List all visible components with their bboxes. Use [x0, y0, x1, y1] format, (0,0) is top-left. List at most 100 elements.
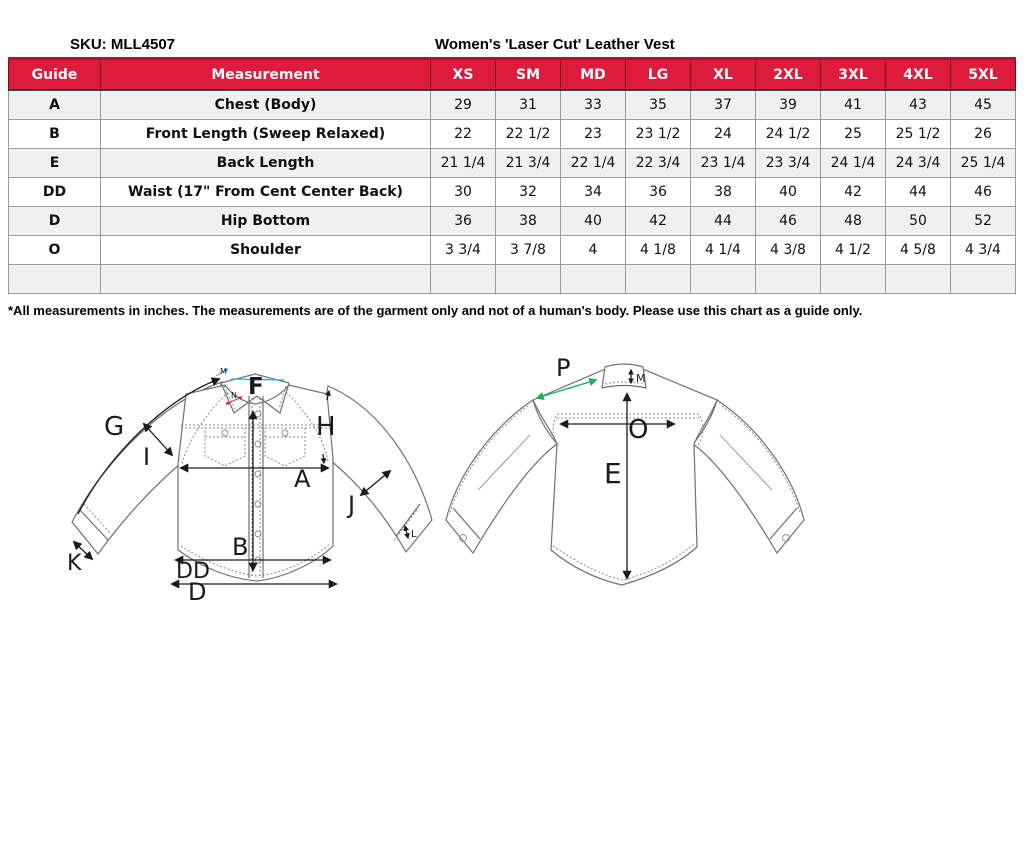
label-n: N: [231, 391, 237, 400]
product-title: Women's 'Laser Cut' Leather Vest: [435, 36, 675, 53]
back-hem-stitching: [552, 543, 695, 581]
table-row: O Shoulder 3 3/4 3 7/8 4 4 1/8 4 1/4 4 3/8 4 1/2…: [8, 235, 1016, 265]
label-d: D: [188, 578, 206, 606]
label-a: A: [294, 465, 311, 493]
measure-J-arrow: [359, 469, 392, 497]
column-header: XS: [430, 57, 496, 91]
size-value-cell: 22: [430, 119, 496, 149]
size-value-cell: 42: [820, 177, 886, 207]
column-header: LG: [625, 57, 691, 91]
size-value-cell: [820, 264, 886, 294]
measurement-cell: Back Length: [100, 148, 431, 178]
table-row: DD Waist (17" From Cent Center Back) 30 32 3…: [8, 177, 1016, 207]
column-header: 2XL: [755, 57, 821, 91]
size-value-cell: 3 7/8: [495, 235, 561, 265]
size-table-head-row: Guide Measurement XS SM MD LG XL 2XL 3XL 4XL 5XL: [8, 57, 1016, 91]
table-row: E Back Length 21 1/4 21 3/4 22 1/4 22 3/4 23 1…: [8, 148, 1016, 178]
size-value-cell: 46: [755, 206, 821, 236]
size-value-cell: [560, 264, 626, 294]
front-left-armhole: [181, 391, 229, 465]
size-value-cell: 38: [495, 206, 561, 236]
size-value-cell: 39: [755, 89, 821, 120]
table-row: [8, 264, 1016, 294]
column-header: SM: [495, 57, 561, 91]
size-value-cell: 23 1/4: [690, 148, 756, 178]
label-p: P: [556, 354, 570, 382]
chest-pockets: [204, 427, 306, 467]
label-i: I: [143, 443, 150, 471]
column-header: 3XL: [820, 57, 886, 91]
size-value-cell: [430, 264, 496, 294]
size-value-cell: 44: [885, 177, 951, 207]
size-value-cell: [495, 264, 561, 294]
size-value-cell: 48: [820, 206, 886, 236]
size-value-cell: 4 1/4: [690, 235, 756, 265]
size-value-cell: 25 1/2: [885, 119, 951, 149]
size-value-cell: 24: [690, 119, 756, 149]
size-diagram: F M N G I H A J B K DD: [67, 354, 805, 606]
size-value-cell: [625, 264, 691, 294]
size-value-cell: [885, 264, 951, 294]
measurement-cell: Shoulder: [100, 235, 431, 265]
size-value-cell: 24 1/4: [820, 148, 886, 178]
front-left-cuff-line: [79, 509, 109, 541]
size-value-cell: 4 5/8: [885, 235, 951, 265]
back-body: [532, 369, 718, 586]
measure-P-arrow: [535, 377, 598, 401]
label-f: F: [248, 374, 264, 400]
column-header: XL: [690, 57, 756, 91]
measure-H-arrow-top: [325, 389, 331, 401]
size-value-cell: 40: [560, 206, 626, 236]
column-header: 4XL: [885, 57, 951, 91]
back-right-sleeve: [692, 399, 805, 555]
size-value-cell: 34: [560, 177, 626, 207]
guide-cell: D: [8, 206, 101, 236]
size-value-cell: 52: [950, 206, 1016, 236]
label-k: K: [67, 551, 82, 576]
label-m-collar: M: [220, 367, 227, 376]
size-value-cell: 4 1/2: [820, 235, 886, 265]
column-header: MD: [560, 57, 626, 91]
size-value-cell: 22 1/4: [560, 148, 626, 178]
measure-L-arrow: [403, 524, 410, 540]
size-value-cell: 22 3/4: [625, 148, 691, 178]
label-m-back: M: [636, 372, 646, 385]
size-value-cell: 32: [495, 177, 561, 207]
label-g: G: [104, 412, 124, 442]
size-value-cell: 38: [690, 177, 756, 207]
front-view-drawing: F M N G I H A J B K DD: [67, 367, 433, 606]
size-value-cell: 44: [690, 206, 756, 236]
guide-cell: [8, 264, 101, 294]
size-value-cell: 37: [690, 89, 756, 120]
column-header: Guide: [8, 57, 101, 91]
front-right-cuff-line: [395, 503, 421, 537]
size-value-cell: 24 1/2: [755, 119, 821, 149]
label-e: E: [604, 457, 622, 490]
table-row: A Chest (Body) 29 31 33 35 37 39 41 43 45: [8, 89, 1016, 120]
measurement-cell: Front Length (Sweep Relaxed): [100, 119, 431, 149]
size-value-cell: 46: [950, 177, 1016, 207]
size-value-cell: 21 1/4: [430, 148, 496, 178]
guide-cell: DD: [8, 177, 101, 207]
front-collar: F M N: [215, 367, 290, 414]
size-value-cell: 29: [430, 89, 496, 120]
back-view-drawing: M P O E: [445, 354, 805, 586]
table-row: D Hip Bottom 36 38 40 42 44 46 48 50 52: [8, 206, 1016, 236]
size-value-cell: 22 1/2: [495, 119, 561, 149]
column-header: Measurement: [100, 57, 431, 91]
size-value-cell: 4 3/8: [755, 235, 821, 265]
size-value-cell: 42: [625, 206, 691, 236]
label-l: L: [411, 529, 417, 540]
size-value-cell: 23 3/4: [755, 148, 821, 178]
size-value-cell: [690, 264, 756, 294]
label-j: J: [346, 491, 355, 519]
size-chart-table: Guide Measurement XS SM MD LG XL 2XL 3XL 4XL 5XL A…: [8, 57, 1016, 294]
size-value-cell: 25: [820, 119, 886, 149]
sku-label: SKU: MLL4507: [70, 36, 176, 53]
size-value-cell: 36: [625, 177, 691, 207]
size-value-cell: 4 3/4: [950, 235, 1016, 265]
label-h: H: [316, 412, 336, 442]
measure-G-arrow: [77, 377, 221, 515]
size-value-cell: [950, 264, 1016, 294]
